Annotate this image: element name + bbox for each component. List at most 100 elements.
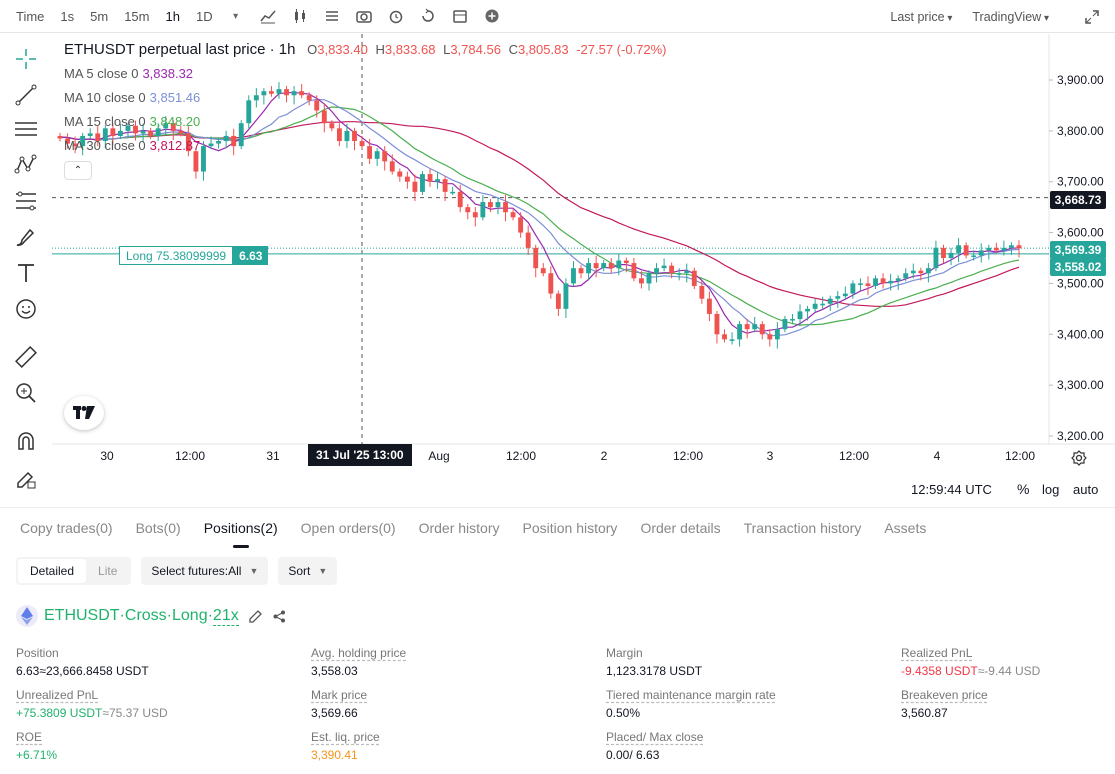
collapse-legend-button[interactable]: ⌃ — [64, 161, 92, 180]
candle-body — [971, 255, 977, 257]
candle-body — [201, 146, 206, 172]
zoom-in-icon[interactable] — [13, 380, 39, 406]
chart-canvas[interactable]: 3,900.00 3,800.00 3,700.00 3,600.00 3,500.00… — [52, 34, 1115, 474]
crosshair-icon[interactable] — [13, 46, 39, 72]
lite-view-button[interactable]: Lite — [98, 564, 118, 578]
sort-dropdown[interactable]: Sort ▼ — [278, 557, 338, 585]
interval-dropdown-icon[interactable]: ▾ — [233, 10, 239, 22]
position-line-text: Long 75.38099999 — [119, 246, 234, 265]
settings-gear-icon[interactable] — [1071, 450, 1087, 469]
price-tick-label: 3,600.00 — [1057, 226, 1104, 240]
candle-body — [382, 151, 388, 162]
candle-body — [948, 252, 954, 258]
interval-5m[interactable]: 5m — [90, 8, 109, 24]
candles-icon[interactable] — [291, 7, 309, 25]
share-icon[interactable] — [273, 609, 287, 623]
ma10-label: MA 10 close 0 — [64, 90, 146, 105]
calendar-icon[interactable] — [451, 7, 469, 25]
interval-1s[interactable]: 1s — [60, 8, 75, 24]
tradingview-dropdown[interactable]: TradingView — [972, 10, 1049, 24]
fullscreen-icon[interactable] — [1083, 8, 1101, 26]
tab-bots[interactable]: Bots(0) — [135, 519, 181, 536]
price-tick-label: 3,300.00 — [1057, 378, 1104, 392]
time-tick-label: 12:00 — [175, 449, 205, 463]
candle-body — [706, 298, 712, 314]
tiered-margin-label[interactable]: Tiered maintenance margin rate — [606, 688, 776, 702]
candle-body — [253, 95, 259, 101]
chart-status-row: 12:59:44 UTC % log auto — [0, 450, 1115, 504]
candle-body — [125, 125, 131, 131]
candle-body — [895, 278, 901, 281]
brush-icon[interactable] — [13, 224, 39, 250]
position-line-label[interactable]: Long 75.38099999 6.63 — [119, 246, 269, 265]
percent-scale-toggle[interactable]: % — [1017, 481, 1030, 497]
candle-body — [540, 268, 546, 274]
magnet-icon[interactable] — [13, 428, 39, 454]
tab-transaction-history[interactable]: Transaction history — [743, 519, 862, 536]
lock-drawing-icon[interactable] — [13, 466, 39, 492]
ruler-icon[interactable] — [13, 344, 39, 370]
time-tick-label: 30 — [100, 449, 114, 463]
tab-order-history[interactable]: Order history — [418, 519, 500, 536]
candle-body — [193, 151, 199, 172]
mark-price-value: 3,569.66 — [311, 706, 358, 720]
open-label: O — [307, 42, 318, 57]
auto-scale-toggle[interactable]: auto — [1073, 482, 1099, 497]
tab-position-history[interactable]: Position history — [522, 519, 618, 536]
tab-copy-trades[interactable]: Copy trades(0) — [20, 519, 113, 536]
position-title[interactable]: ETHUSDT·Cross·Long· — [44, 607, 213, 624]
candle-body — [888, 280, 894, 284]
placed-max-close-label[interactable]: Placed/ Max close — [606, 730, 704, 744]
tab-positions[interactable]: Positions(2) — [204, 508, 278, 548]
time-button[interactable]: Time — [16, 8, 45, 24]
liq-price-label[interactable]: Est. liq. price — [311, 730, 380, 744]
candle-body — [472, 212, 478, 218]
candle-body — [246, 100, 252, 124]
time-tick-label: 12:00 — [673, 449, 703, 463]
interval-1d[interactable]: 1D — [195, 8, 213, 24]
select-futures-dropdown[interactable]: Select futures:All ▼ — [141, 557, 269, 585]
candle-body — [208, 143, 214, 147]
mark-price-label[interactable]: Mark price — [311, 688, 368, 702]
realized-pnl-label[interactable]: Realized PnL — [901, 646, 973, 660]
candle-body — [299, 91, 305, 96]
candle-body — [404, 176, 410, 182]
candle-body — [805, 308, 811, 312]
horizontal-lines-icon[interactable] — [13, 116, 39, 142]
edit-icon[interactable] — [249, 609, 263, 623]
avg-price-label[interactable]: Avg. holding price — [311, 646, 407, 660]
margin-value: 1,123.3178 USDT — [606, 664, 703, 678]
chart-type-icon[interactable] — [259, 7, 277, 25]
ma5-label: MA 5 close 0 — [64, 66, 139, 81]
log-scale-toggle[interactable]: log — [1042, 482, 1060, 497]
indicators-icon[interactable] — [323, 7, 341, 25]
roe-label[interactable]: ROE — [16, 730, 43, 744]
trend-line-icon[interactable] — [13, 82, 39, 108]
detailed-view-button[interactable]: Detailed — [18, 559, 87, 583]
fib-icon[interactable] — [13, 188, 39, 214]
interval-15m[interactable]: 15m — [124, 8, 150, 24]
interval-1h[interactable]: 1h — [165, 8, 180, 24]
leverage-value[interactable]: 21x — [212, 606, 239, 626]
candle-body — [661, 265, 667, 269]
tradingview-logo[interactable] — [64, 396, 104, 430]
tab-order-details[interactable]: Order details — [640, 519, 721, 536]
replay-icon[interactable] — [419, 7, 437, 25]
candle-body — [797, 311, 803, 320]
text-icon[interactable] — [13, 260, 39, 286]
candle-body — [216, 141, 222, 144]
price-chart[interactable]: 3,900.00 3,800.00 3,700.00 3,600.00 3,500.00… — [52, 34, 1115, 474]
tab-assets[interactable]: Assets — [884, 519, 927, 536]
candle-body — [163, 123, 169, 129]
candle-body — [669, 265, 675, 274]
unrealized-pnl-label[interactable]: Unrealized PnL — [16, 688, 99, 702]
alert-clock-icon[interactable] — [387, 7, 405, 25]
breakeven-label[interactable]: Breakeven price — [901, 688, 988, 702]
tab-open-orders[interactable]: Open orders(0) — [300, 519, 396, 536]
emoji-icon[interactable] — [13, 296, 39, 322]
camera-icon[interactable] — [355, 7, 373, 25]
select-futures-label: Select futures:All — [151, 564, 242, 578]
pattern-icon[interactable] — [13, 152, 39, 178]
add-icon[interactable] — [483, 7, 501, 25]
last-price-dropdown[interactable]: Last price — [890, 10, 952, 24]
